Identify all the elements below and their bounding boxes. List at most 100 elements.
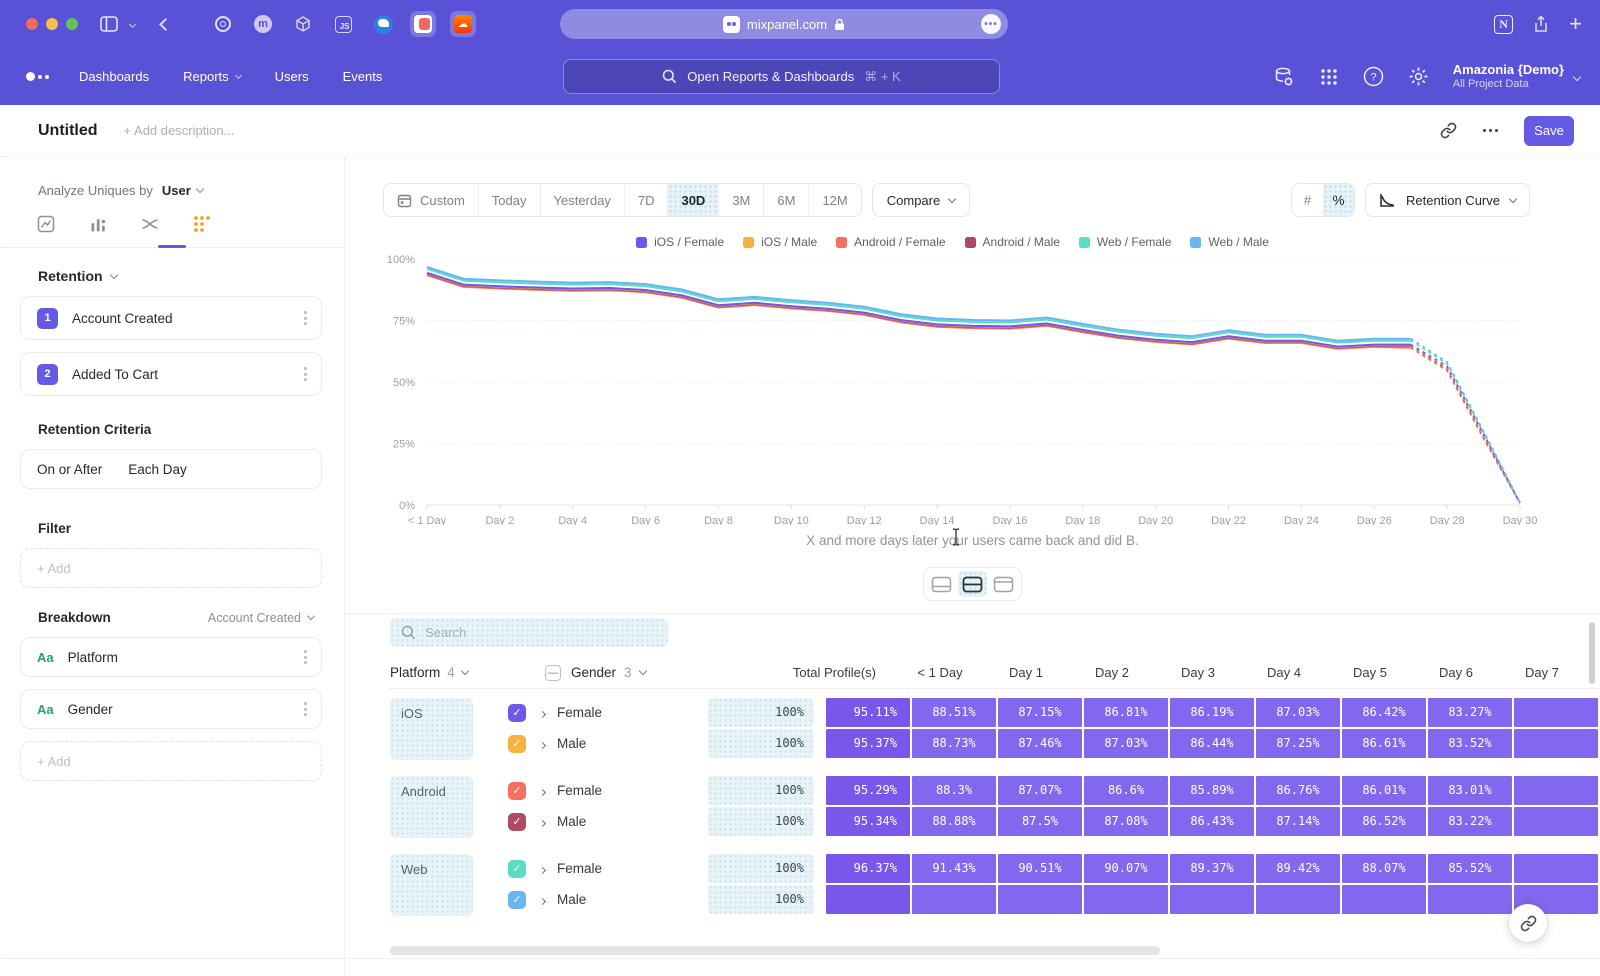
- platform-cell[interactable]: Android: [390, 776, 473, 838]
- retention-value-cell[interactable]: [912, 885, 996, 914]
- retention-value-cell[interactable]: 88.51%: [912, 698, 996, 727]
- retention-value-cell[interactable]: 88.73%: [912, 729, 996, 758]
- date-range-6m[interactable]: 6M: [763, 184, 808, 216]
- settings-gear-icon[interactable]: [1408, 66, 1429, 87]
- absolute-numbers-toggle[interactable]: #: [1292, 184, 1323, 216]
- date-range-custom[interactable]: Custom: [384, 184, 478, 216]
- retention-value-cell[interactable]: 87.25%: [1256, 729, 1340, 758]
- more-options-icon[interactable]: [304, 367, 307, 381]
- percent-toggle[interactable]: %: [1323, 184, 1354, 216]
- view-table-focus-icon[interactable]: [989, 571, 1018, 597]
- retention-value-cell[interactable]: 86.42%: [1342, 698, 1426, 727]
- more-options-icon[interactable]: [304, 311, 307, 325]
- breakdown-item-platform[interactable]: AaPlatform: [20, 637, 322, 677]
- expand-chevron-icon[interactable]: [540, 891, 545, 909]
- retention-value-cell[interactable]: [1170, 885, 1254, 914]
- expand-chevron-icon[interactable]: [540, 735, 545, 753]
- maximize-window-icon[interactable]: [66, 18, 78, 30]
- share-link-floating-button[interactable]: [1509, 904, 1547, 942]
- expand-chevron-icon[interactable]: [540, 704, 545, 722]
- analyze-by-row[interactable]: Analyze Uniques by User: [38, 183, 306, 198]
- mixpanel-logo-icon[interactable]: [26, 72, 49, 81]
- retention-value-cell[interactable]: [1428, 885, 1512, 914]
- retention-value-cell[interactable]: 87.46%: [998, 729, 1082, 758]
- more-options-icon[interactable]: [1483, 129, 1498, 132]
- view-split-icon[interactable]: [958, 571, 987, 597]
- retention-section-label[interactable]: Retention: [38, 268, 306, 284]
- soundcloud-extension-icon[interactable]: ☁: [450, 11, 476, 37]
- retention-value-cell[interactable]: 87.5%: [998, 807, 1082, 836]
- legend-item[interactable]: Web / Female: [1079, 235, 1171, 249]
- apps-grid-icon[interactable]: [1319, 67, 1339, 87]
- account-switcher[interactable]: Amazonia {Demo} All Project Data: [1453, 62, 1580, 92]
- platform-cell[interactable]: iOS: [390, 698, 473, 760]
- retention-value-cell[interactable]: 87.08%: [1084, 807, 1168, 836]
- retention-value-cell[interactable]: 95.34%: [826, 807, 910, 836]
- analyze-by-value[interactable]: User: [162, 183, 191, 198]
- retention-value-cell[interactable]: 86.6%: [1084, 776, 1168, 805]
- tab-insights[interactable]: [32, 212, 60, 247]
- retention-value-cell[interactable]: [1342, 885, 1426, 914]
- retention-value-cell[interactable]: 85.52%: [1428, 854, 1512, 883]
- add-breakdown-button[interactable]: + Add: [20, 741, 322, 781]
- retention-criteria-card[interactable]: On or After Each Day: [20, 449, 322, 489]
- vertical-scrollbar[interactable]: [1589, 622, 1595, 684]
- retention-value-cell[interactable]: 83.52%: [1428, 729, 1512, 758]
- nav-link-events[interactable]: Events: [343, 69, 383, 84]
- expand-chevron-icon[interactable]: [540, 860, 545, 878]
- copy-link-icon[interactable]: [1440, 122, 1457, 139]
- retention-value-cell[interactable]: 87.07%: [998, 776, 1082, 805]
- date-range-12m[interactable]: 12M: [808, 184, 860, 216]
- js-extension-icon[interactable]: JS: [330, 11, 356, 37]
- share-icon[interactable]: [1533, 15, 1549, 33]
- address-bar[interactable]: mixpanel.com •••: [560, 9, 1008, 39]
- nav-link-reports[interactable]: Reports: [183, 69, 241, 84]
- retention-value-cell[interactable]: 87.15%: [998, 698, 1082, 727]
- legend-item[interactable]: Android / Male: [965, 235, 1060, 249]
- retention-value-cell[interactable]: [1084, 885, 1168, 914]
- retention-value-cell[interactable]: 87.14%: [1256, 807, 1340, 836]
- date-range-7d[interactable]: 7D: [624, 184, 668, 216]
- data-management-icon[interactable]: [1273, 66, 1295, 88]
- retention-value-cell[interactable]: [1514, 776, 1598, 805]
- report-title[interactable]: Untitled: [38, 122, 98, 140]
- tab-retention[interactable]: [188, 212, 216, 247]
- add-filter-button[interactable]: + Add: [20, 548, 322, 588]
- browser-sidebar-icon[interactable]: [100, 16, 118, 32]
- retention-value-cell[interactable]: 89.42%: [1256, 854, 1340, 883]
- retention-value-cell[interactable]: [1514, 698, 1598, 727]
- nav-link-dashboards[interactable]: Dashboards: [79, 69, 149, 84]
- table-search-input[interactable]: Search: [390, 618, 668, 647]
- retention-value-cell[interactable]: 90.07%: [1084, 854, 1168, 883]
- help-icon[interactable]: ?: [1363, 66, 1384, 87]
- compare-button[interactable]: Compare: [872, 183, 970, 217]
- add-description[interactable]: + Add description...: [124, 123, 235, 138]
- retention-value-cell[interactable]: [1514, 854, 1598, 883]
- legend-item[interactable]: iOS / Female: [636, 235, 724, 249]
- back-icon[interactable]: [159, 18, 172, 31]
- retention-value-cell[interactable]: 90.51%: [998, 854, 1082, 883]
- retention-value-cell[interactable]: 95.37%: [826, 729, 910, 758]
- m-extension-icon[interactable]: m: [250, 11, 276, 37]
- retention-step-2[interactable]: 2Added To Cart: [20, 352, 322, 396]
- retention-value-cell[interactable]: 86.61%: [1342, 729, 1426, 758]
- nav-link-users[interactable]: Users: [275, 69, 309, 84]
- extensions-menu-icon[interactable]: •••: [981, 14, 1001, 34]
- horizontal-scrollbar[interactable]: [390, 946, 1160, 955]
- red-card-extension-icon[interactable]: [410, 11, 436, 37]
- retention-value-cell[interactable]: 88.3%: [912, 776, 996, 805]
- minimize-window-icon[interactable]: [46, 18, 58, 30]
- retention-value-cell[interactable]: 95.11%: [826, 698, 910, 727]
- series-checkbox[interactable]: ✓: [508, 860, 526, 878]
- series-checkbox[interactable]: ✓: [508, 735, 526, 753]
- date-range-today[interactable]: Today: [478, 184, 540, 216]
- breakdown-item-gender[interactable]: AaGender: [20, 689, 322, 729]
- more-options-icon[interactable]: [304, 650, 307, 664]
- select-all-checkbox[interactable]: —: [545, 665, 561, 681]
- window-controls[interactable]: [26, 18, 78, 30]
- series-checkbox[interactable]: ✓: [508, 782, 526, 800]
- retention-value-cell[interactable]: 86.19%: [1170, 698, 1254, 727]
- chevron-down-icon[interactable]: [130, 22, 135, 27]
- retention-value-cell[interactable]: 83.01%: [1428, 776, 1512, 805]
- retention-step-1[interactable]: 1Account Created: [20, 296, 322, 340]
